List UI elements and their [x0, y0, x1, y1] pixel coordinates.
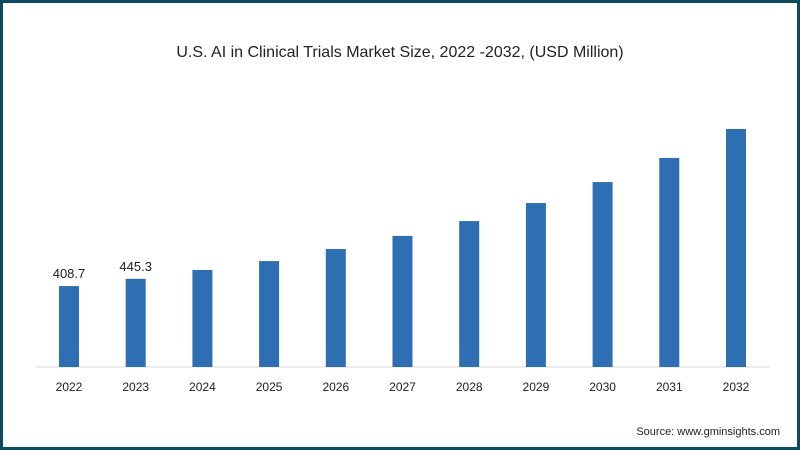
x-tick-label: 2031: [656, 380, 683, 394]
x-tick-label: 2032: [723, 380, 750, 394]
x-tick-label: 2030: [589, 380, 616, 394]
x-tick-label: 2028: [456, 380, 483, 394]
bar-2032: [726, 129, 746, 367]
bar-2024: [192, 269, 213, 367]
bar-2027: [392, 235, 413, 367]
x-tick-label: 2025: [256, 380, 283, 394]
x-tick-label: 2022: [56, 380, 83, 394]
x-tick-label: 2029: [523, 380, 550, 394]
x-tick-label: 2027: [389, 380, 416, 394]
bar-2029: [525, 203, 546, 367]
chart-title: U.S. AI in Clinical Trials Market Size, …: [176, 44, 624, 61]
bar-2022: [59, 286, 79, 367]
bar-2030: [592, 182, 613, 367]
bar-2031: [659, 157, 680, 367]
bar-2028: [459, 221, 480, 367]
bar-2023: [125, 278, 146, 367]
bar-2026: [325, 248, 346, 367]
x-tick-label: 2024: [189, 380, 216, 394]
data-label: 445.3: [119, 259, 152, 274]
bar-2025: [259, 261, 280, 367]
source-note: Source: www.gminsights.com: [636, 426, 780, 438]
data-label: 408.7: [53, 266, 86, 281]
x-tick-label: 2023: [122, 380, 149, 394]
x-tick-label: 2026: [322, 380, 349, 394]
